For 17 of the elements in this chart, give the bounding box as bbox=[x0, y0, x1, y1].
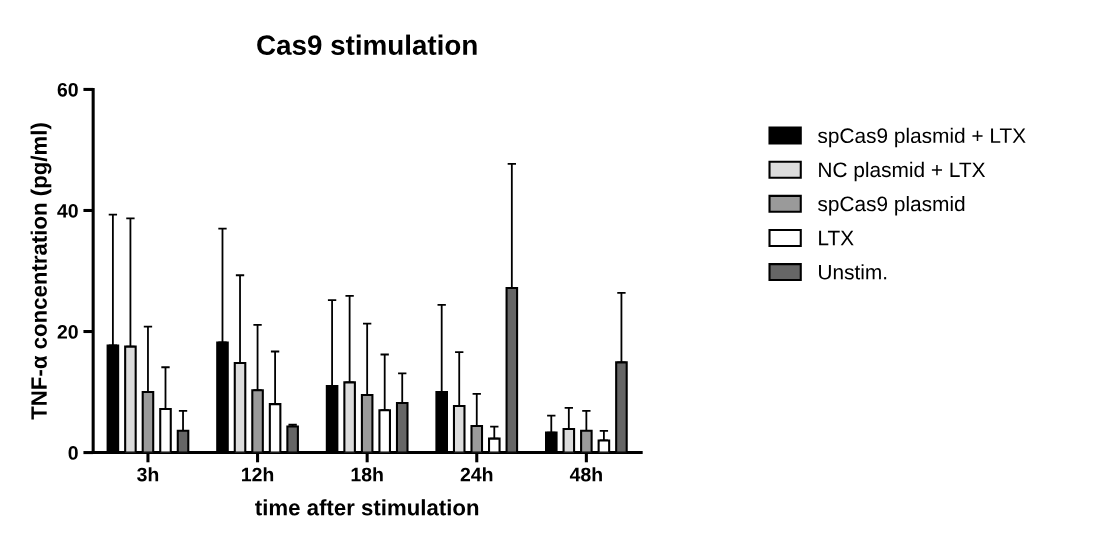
y-tick-label: 20 bbox=[57, 324, 78, 339]
legend-label: NC plasmid + LTX bbox=[819, 161, 986, 182]
x-tick-label: 48h bbox=[569, 467, 602, 482]
chart-title: Cas9 stimulation bbox=[257, 34, 477, 55]
y-tick-label: 40 bbox=[57, 203, 78, 218]
x-tick-label: 12h bbox=[242, 467, 274, 482]
legend-label: Unstim. bbox=[819, 264, 887, 280]
x-axis-title: time after stimulation bbox=[255, 499, 479, 516]
x-tick-label: 24h bbox=[460, 467, 493, 482]
legend-label: spCas9 plasmid bbox=[818, 195, 965, 216]
y-tick-label: 0 bbox=[68, 446, 78, 460]
legend-label: spCas9 plasmid + LTX bbox=[818, 127, 1026, 148]
x-tick-label: 18h bbox=[351, 467, 383, 482]
legend-label: LTX bbox=[819, 230, 854, 246]
y-tick-label: 60 bbox=[57, 82, 78, 97]
x-tick-label: 3h bbox=[137, 467, 159, 482]
y-axis-title: TNF-α concentration (pg/ml) bbox=[30, 123, 52, 420]
